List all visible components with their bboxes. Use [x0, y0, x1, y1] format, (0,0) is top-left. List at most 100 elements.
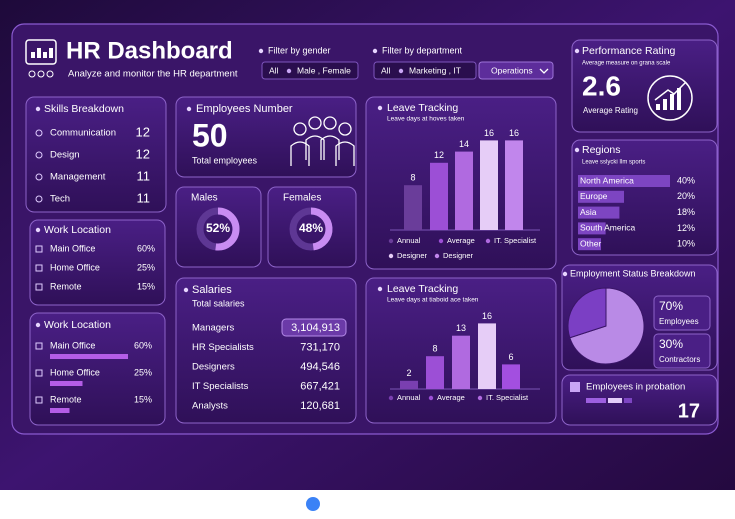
card-title: Females: [283, 193, 321, 204]
row-label: Main Office: [50, 340, 95, 350]
row-value: 731,170: [300, 341, 340, 353]
slice-label: Employees: [659, 317, 699, 326]
card-title: Employees in probation: [586, 382, 685, 393]
row-value: 15%: [137, 281, 155, 291]
logo-bar: [31, 52, 35, 58]
row-label: Managers: [192, 323, 234, 334]
row-label: Management: [50, 172, 106, 183]
big-number: 17: [678, 400, 700, 422]
card-title: Employees Number: [196, 103, 293, 115]
filter-label: Filter by gender: [268, 45, 331, 55]
legend-label: Annual: [397, 393, 421, 402]
row-icon: [35, 264, 43, 272]
logo-bar: [49, 48, 53, 58]
card: [267, 186, 357, 268]
row-label: Asia: [580, 207, 597, 217]
pie-slice: [567, 287, 607, 339]
row-icon: [35, 283, 43, 291]
title-dot: [183, 287, 189, 293]
row-label: Remote: [50, 394, 82, 404]
bar: [430, 162, 448, 230]
row-label: Analysts: [192, 401, 228, 412]
legend-dot: [434, 253, 440, 259]
legend-dot: [388, 253, 394, 259]
legend-box: [653, 295, 711, 331]
row-icon: [35, 129, 43, 137]
discover-more-link[interactable]: Discover more: [328, 497, 418, 513]
legend-dot: [485, 238, 491, 244]
dropdown-arrow[interactable]: [539, 68, 549, 74]
bar: [578, 175, 670, 187]
link-icon[interactable]: [306, 497, 320, 511]
bar: [480, 140, 498, 230]
filter-option[interactable]: Male , Female: [297, 65, 351, 75]
title-dot: [372, 48, 378, 54]
subtitle: Leave days at tiaboid ace taken: [387, 297, 479, 304]
people-icon: [335, 141, 355, 166]
row-label: IT Specialists: [192, 381, 249, 392]
filter-option[interactable]: Marketing , IT: [409, 65, 461, 75]
donut-label: 48%: [299, 221, 323, 235]
probation-icon: [570, 382, 580, 392]
legend-dot: [477, 395, 483, 401]
data-label: 13: [456, 323, 466, 333]
card-title: Males: [191, 193, 218, 204]
title: HR Dashboard: [66, 37, 233, 64]
row-label: Communication: [50, 128, 116, 139]
row-icon: [35, 245, 43, 253]
option-dot: [398, 68, 404, 74]
legend-label: Average: [437, 393, 465, 402]
icon-bar: [656, 104, 660, 110]
row-icon: [35, 369, 43, 377]
legend-label: IT. Specialist: [494, 236, 537, 245]
row-label: Designers: [192, 362, 235, 373]
bar: [502, 364, 520, 389]
row-icon: [35, 173, 43, 181]
subtitle: Average measure on grana scale: [582, 61, 671, 67]
slice-label: Contractors: [659, 355, 700, 364]
row-label: Europe: [580, 191, 608, 201]
legend-box: [653, 333, 711, 369]
row-value: 10%: [677, 239, 695, 249]
bar: [578, 206, 620, 219]
pie-slice: [569, 287, 645, 365]
row-value: 12%: [677, 223, 695, 233]
icon-arrow: [654, 81, 687, 101]
row-label: HR Specialists: [192, 342, 254, 353]
bar: [578, 238, 601, 251]
filter-box[interactable]: [478, 61, 554, 80]
card-title: Work Location: [44, 319, 111, 331]
row-label: Remote: [50, 281, 82, 291]
row-value: 60%: [137, 243, 155, 253]
option-dot: [286, 68, 292, 74]
row-icon: [35, 396, 43, 404]
legend-dot: [438, 238, 444, 244]
decor-bar: [624, 398, 632, 403]
row-label: Main Office: [50, 243, 95, 253]
filter-option[interactable]: All: [269, 65, 279, 75]
title-dot: [377, 286, 383, 292]
title-dot: [186, 106, 192, 112]
title-dot: [258, 48, 264, 54]
bar: [478, 323, 496, 389]
filter-box[interactable]: [261, 61, 359, 80]
row-value: 667,421: [300, 380, 340, 392]
legend-dot: [388, 238, 394, 244]
data-label: 8: [432, 344, 437, 354]
people-icon: [46, 70, 54, 78]
data-label: 16: [482, 311, 492, 321]
bar: [404, 185, 422, 230]
slice-value: 30%: [659, 337, 683, 351]
donut-arc: [215, 207, 240, 251]
filter-option[interactable]: Operations: [491, 65, 533, 75]
data-label: 12: [434, 150, 444, 160]
filter-box[interactable]: [373, 61, 477, 80]
rating-icon: [647, 75, 693, 121]
bar: [426, 356, 444, 389]
card-title: Leave Tracking: [387, 102, 458, 114]
subtitle: Leave sslycki Ilm sports: [582, 160, 645, 166]
filter-option[interactable]: All: [381, 65, 391, 75]
donut-label: 52%: [206, 221, 230, 235]
